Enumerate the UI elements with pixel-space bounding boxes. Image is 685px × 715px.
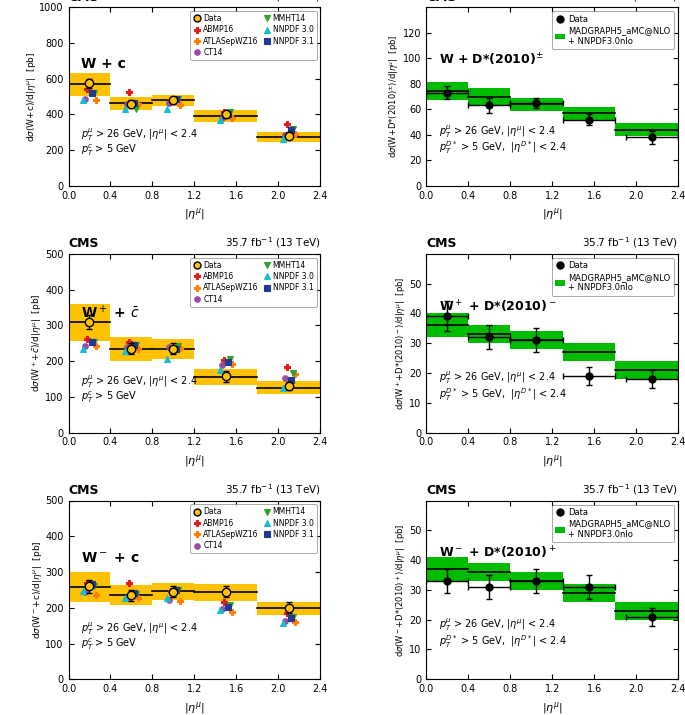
Bar [562, 343, 615, 361]
Y-axis label: d$\sigma$(W$^+$+D*(2010)$^-$)/d|$\eta^{\mu}$|  [pb]: d$\sigma$(W$^+$+D*(2010)$^-$)/d|$\eta^{\… [394, 277, 408, 410]
Text: $p_T^{\mu}$ > 26 GeV, $|\eta^{\mu}|$ < 2.4: $p_T^{\mu}$ > 26 GeV, $|\eta^{\mu}|$ < 2… [81, 127, 198, 143]
Text: W + c: W + c [81, 57, 126, 72]
Bar [195, 584, 258, 601]
Bar [426, 313, 469, 337]
Text: 35.7 fb$^{-1}$ (13 TeV): 35.7 fb$^{-1}$ (13 TeV) [582, 482, 678, 497]
Bar [615, 123, 678, 136]
Text: CMS: CMS [426, 0, 457, 4]
X-axis label: $|\eta^{\mu}|$: $|\eta^{\mu}|$ [184, 207, 205, 222]
Bar [510, 572, 562, 590]
Text: CMS: CMS [426, 237, 457, 250]
Bar [110, 337, 153, 361]
Bar [258, 132, 321, 142]
Bar [469, 87, 510, 105]
Text: W$^-$ + c: W$^-$ + c [81, 551, 140, 565]
Text: CMS: CMS [68, 484, 99, 497]
Legend: Data, MADGRAPH5_aMC@NLO
+ NNPDF3.0nlo: Data, MADGRAPH5_aMC@NLO + NNPDF3.0nlo [551, 258, 674, 295]
Bar [510, 331, 562, 349]
Bar [68, 304, 110, 341]
Bar [426, 82, 469, 100]
Text: W + D*(2010)$^{\pm}$: W + D*(2010)$^{\pm}$ [439, 52, 543, 68]
Bar [153, 340, 195, 360]
Bar [258, 602, 321, 615]
Y-axis label: d$\sigma$(W+D*(2010)$^{\pm}$)/d|$\eta^{\mu}$|  [pb]: d$\sigma$(W+D*(2010)$^{\pm}$)/d|$\eta^{\… [388, 35, 401, 158]
Bar [110, 585, 153, 605]
Y-axis label: d$\sigma$(W+c)/d|$\eta^{\mu}$|  [pb]: d$\sigma$(W+c)/d|$\eta^{\mu}$| [pb] [25, 51, 38, 142]
Text: $p_T^c$ > 5 GeV: $p_T^c$ > 5 GeV [81, 143, 138, 159]
Legend: Data, ABMP16, ATLASepWZ16, CT14, MMHT14, NNPDF 3.0, NNPDF 3.1: Data, ABMP16, ATLASepWZ16, CT14, MMHT14,… [190, 504, 316, 553]
Text: $p_T^c$ > 5 GeV: $p_T^c$ > 5 GeV [81, 390, 138, 405]
Y-axis label: d$\sigma$(W$^+$+$\bar{c}$)/d|$\eta^{\mu}$|  [pb]: d$\sigma$(W$^+$+$\bar{c}$)/d|$\eta^{\mu}… [30, 294, 44, 393]
Text: CMS: CMS [68, 0, 99, 4]
Bar [562, 584, 615, 602]
Legend: Data, MADGRAPH5_aMC@NLO
+ NNPDF3.0nlo: Data, MADGRAPH5_aMC@NLO + NNPDF3.0nlo [551, 505, 674, 542]
Bar [68, 73, 110, 96]
X-axis label: $|\eta^{\mu}|$: $|\eta^{\mu}|$ [184, 700, 205, 715]
Text: $p_T^{D*}$ > 5 GeV,  $|\eta^{D*}|$ < 2.4: $p_T^{D*}$ > 5 GeV, $|\eta^{D*}|$ < 2.4 [439, 139, 566, 156]
Text: W$^-$ + D*(2010)$^+$: W$^-$ + D*(2010)$^+$ [439, 545, 556, 561]
Bar [615, 361, 678, 379]
Bar [615, 602, 678, 620]
Bar [110, 97, 153, 110]
Legend: Data, ABMP16, ATLASepWZ16, CT14, MMHT14, NNPDF 3.0, NNPDF 3.1: Data, ABMP16, ATLASepWZ16, CT14, MMHT14,… [190, 257, 316, 307]
Text: $p_T^{\mu}$ > 26 GeV, $|\eta^{\mu}|$ < 2.4: $p_T^{\mu}$ > 26 GeV, $|\eta^{\mu}|$ < 2… [439, 616, 556, 633]
Legend: Data, ABMP16, ATLASepWZ16, CT14, MMHT14, NNPDF 3.0, NNPDF 3.1: Data, ABMP16, ATLASepWZ16, CT14, MMHT14,… [190, 11, 316, 60]
Text: 35.7 fb$^{-1}$ (13 TeV): 35.7 fb$^{-1}$ (13 TeV) [225, 482, 321, 497]
Text: 35.7 fb$^{-1}$ (13 TeV): 35.7 fb$^{-1}$ (13 TeV) [225, 0, 321, 4]
Text: CMS: CMS [68, 237, 99, 250]
Text: 35.7 fb$^{-1}$ (13 TeV): 35.7 fb$^{-1}$ (13 TeV) [225, 235, 321, 250]
Bar [153, 583, 195, 599]
Legend: Data, MADGRAPH5_aMC@NLO
+ NNPDF3.0nlo: Data, MADGRAPH5_aMC@NLO + NNPDF3.0nlo [551, 11, 674, 49]
Bar [562, 107, 615, 119]
Bar [258, 381, 321, 394]
X-axis label: $|\eta^{\mu}|$: $|\eta^{\mu}|$ [184, 453, 205, 469]
Text: 35.7 fb$^{-1}$ (13 TeV): 35.7 fb$^{-1}$ (13 TeV) [582, 0, 678, 4]
Text: $p_T^{\mu}$ > 26 GeV, $|\eta^{\mu}|$ < 2.4: $p_T^{\mu}$ > 26 GeV, $|\eta^{\mu}|$ < 2… [439, 123, 556, 139]
X-axis label: $|\eta^{\mu}|$: $|\eta^{\mu}|$ [542, 453, 562, 469]
Y-axis label: d$\sigma$(W$^-$+D*(2010)$^+$)/d|$\eta^{\mu}$|  [pb]: d$\sigma$(W$^-$+D*(2010)$^+$)/d|$\eta^{\… [394, 523, 408, 656]
Bar [153, 94, 195, 106]
Text: $p_T^{\mu}$ > 26 GeV, $|\eta^{\mu}|$ < 2.4: $p_T^{\mu}$ > 26 GeV, $|\eta^{\mu}|$ < 2… [439, 370, 556, 386]
Text: $p_T^{D*}$ > 5 GeV,  $|\eta^{D*}|$ < 2.4: $p_T^{D*}$ > 5 GeV, $|\eta^{D*}|$ < 2.4 [439, 633, 566, 649]
Bar [195, 369, 258, 385]
Bar [510, 98, 562, 111]
Text: CMS: CMS [426, 484, 457, 497]
Text: W$^+$ + D*(2010)$^-$: W$^+$ + D*(2010)$^-$ [439, 299, 556, 315]
Text: W$^+$ + $\bar{c}$: W$^+$ + $\bar{c}$ [81, 304, 140, 321]
Y-axis label: d$\sigma$(W$^-$+c)/d|$\eta^{\mu}$|  [pb]: d$\sigma$(W$^-$+c)/d|$\eta^{\mu}$| [pb] [31, 541, 44, 639]
X-axis label: $|\eta^{\mu}|$: $|\eta^{\mu}|$ [542, 700, 562, 715]
Bar [195, 110, 258, 122]
Bar [469, 325, 510, 343]
Bar [68, 572, 110, 602]
Bar [469, 563, 510, 581]
Text: 35.7 fb$^{-1}$ (13 TeV): 35.7 fb$^{-1}$ (13 TeV) [582, 235, 678, 250]
Bar [426, 557, 469, 581]
Text: $p_T^{\mu}$ > 26 GeV, $|\eta^{\mu}|$ < 2.4: $p_T^{\mu}$ > 26 GeV, $|\eta^{\mu}|$ < 2… [81, 373, 198, 390]
Text: $p_T^c$ > 5 GeV: $p_T^c$ > 5 GeV [81, 636, 138, 652]
Text: $p_T^{D*}$ > 5 GeV,  $|\eta^{D*}|$ < 2.4: $p_T^{D*}$ > 5 GeV, $|\eta^{D*}|$ < 2.4 [439, 386, 566, 403]
Text: $p_T^{\mu}$ > 26 GeV, $|\eta^{\mu}|$ < 2.4: $p_T^{\mu}$ > 26 GeV, $|\eta^{\mu}|$ < 2… [81, 620, 198, 636]
X-axis label: $|\eta^{\mu}|$: $|\eta^{\mu}|$ [542, 207, 562, 222]
